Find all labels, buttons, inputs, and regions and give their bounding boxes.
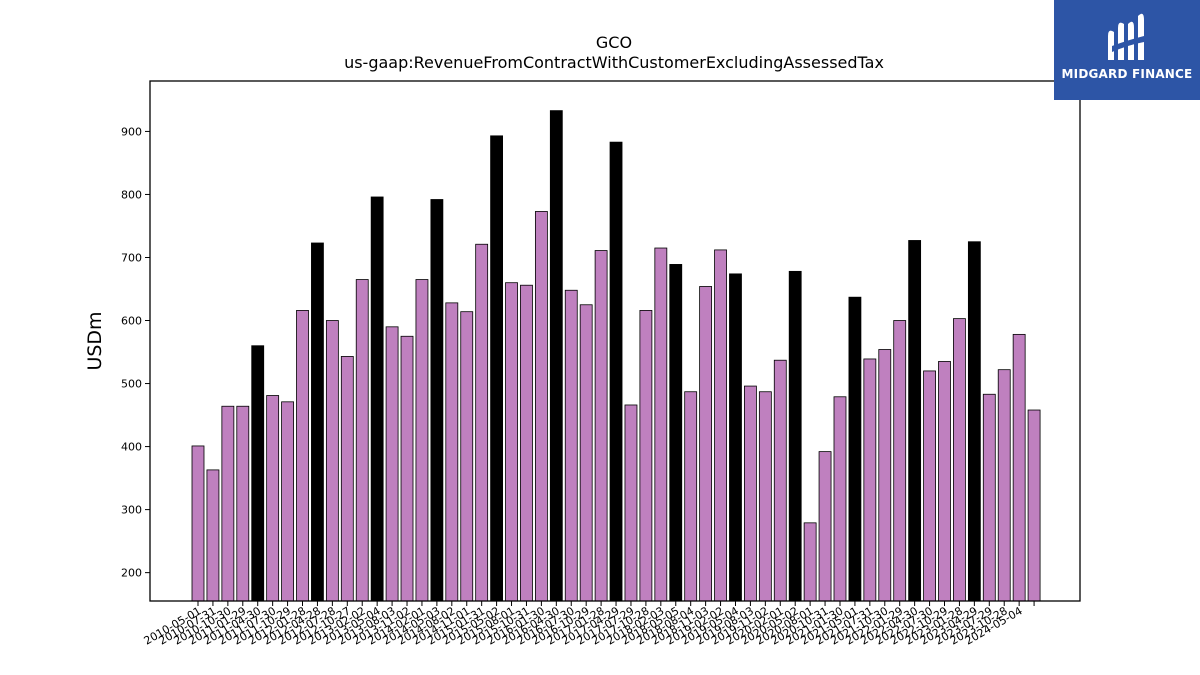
y-tick-label: 900 xyxy=(121,125,142,138)
bar xyxy=(534,211,548,602)
bar xyxy=(684,391,698,602)
y-tick-label: 500 xyxy=(121,378,142,391)
chart-title: GCO xyxy=(596,33,632,52)
y-tick-label: 400 xyxy=(121,441,142,454)
bar xyxy=(430,199,444,602)
bar xyxy=(1012,333,1026,602)
bar xyxy=(669,264,683,602)
y-axis-label: USDm xyxy=(84,311,106,370)
plot-frame xyxy=(149,80,1081,602)
bar xyxy=(818,451,832,602)
bar xyxy=(251,345,265,602)
bar xyxy=(803,522,817,602)
bar xyxy=(1027,409,1041,602)
bar xyxy=(967,241,981,602)
bar xyxy=(505,282,518,602)
bar xyxy=(699,286,713,602)
bar xyxy=(893,320,907,602)
bar xyxy=(833,396,847,602)
bar xyxy=(385,326,399,602)
bar xyxy=(863,358,877,602)
bar xyxy=(878,349,892,602)
bar xyxy=(221,405,235,602)
bar xyxy=(191,445,205,602)
bar xyxy=(609,141,623,602)
y-tick-label: 800 xyxy=(121,188,142,201)
bar xyxy=(460,311,474,602)
bar xyxy=(325,320,339,602)
bar xyxy=(624,404,638,602)
midgard-logo-icon xyxy=(1108,13,1144,61)
bar xyxy=(908,240,922,602)
bar xyxy=(788,270,802,602)
bar xyxy=(714,249,727,602)
logo-text: MIDGARD FINANCE xyxy=(1061,67,1193,81)
bar xyxy=(296,310,309,602)
bars xyxy=(191,110,1041,602)
bar xyxy=(579,304,593,602)
y-tick-label: 300 xyxy=(121,504,142,517)
bar xyxy=(953,318,966,602)
bar xyxy=(475,243,489,602)
brand-logo: MIDGARD FINANCE xyxy=(1054,0,1200,100)
bar xyxy=(744,385,757,602)
bar xyxy=(923,370,936,602)
bar xyxy=(594,250,608,602)
bar xyxy=(266,395,280,602)
bar xyxy=(415,279,429,602)
y-tick-label: 200 xyxy=(121,567,142,580)
y-axis-ticks: 200 300 400 500 600 700 800 900 xyxy=(121,125,150,580)
bar xyxy=(445,302,459,602)
bar xyxy=(355,279,369,602)
bar xyxy=(654,247,668,602)
bar xyxy=(340,356,354,602)
bar xyxy=(938,361,951,602)
bar xyxy=(281,401,294,602)
bar xyxy=(206,469,220,602)
bar xyxy=(997,369,1011,602)
bar xyxy=(549,110,563,602)
bar xyxy=(400,335,414,602)
chart-subtitle: us-gaap:RevenueFromContractWithCustomerE… xyxy=(344,53,884,72)
bar xyxy=(236,405,250,602)
y-tick-label: 700 xyxy=(121,251,142,264)
bar xyxy=(758,391,772,602)
bar xyxy=(370,196,384,602)
bar xyxy=(490,135,504,602)
y-tick-label: 600 xyxy=(121,315,142,328)
bar xyxy=(311,242,324,602)
bar xyxy=(520,284,533,602)
bar xyxy=(982,393,996,602)
x-axis-ticks: 2010-05-012010-07-312010-10-302011-01-29… xyxy=(142,601,1035,648)
bar xyxy=(639,310,653,602)
bar xyxy=(564,289,578,602)
bar xyxy=(773,359,787,602)
bar xyxy=(848,296,862,602)
bar xyxy=(729,273,742,602)
